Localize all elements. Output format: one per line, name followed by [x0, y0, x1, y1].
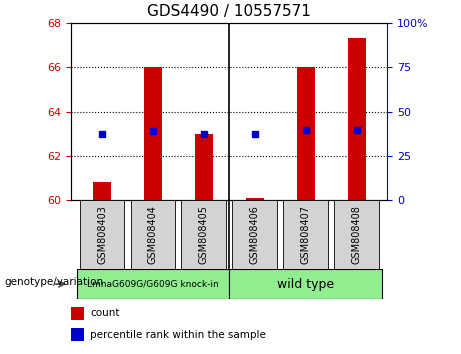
Text: genotype/variation: genotype/variation	[5, 277, 104, 287]
Bar	[195, 133, 213, 200]
Bar	[71, 307, 84, 320]
Bar	[93, 182, 111, 200]
Bar	[230, 269, 382, 299]
Bar	[284, 200, 328, 269]
Bar	[334, 200, 379, 269]
Bar	[182, 200, 226, 269]
Text: GSM808404: GSM808404	[148, 205, 158, 264]
Bar	[77, 269, 230, 299]
Text: GSM808403: GSM808403	[97, 205, 107, 264]
Bar	[80, 200, 124, 269]
Text: count: count	[90, 308, 120, 318]
Text: LmnaG609G/G609G knock-in: LmnaG609G/G609G knock-in	[87, 280, 219, 289]
Text: GSM808407: GSM808407	[301, 205, 311, 264]
Bar	[130, 200, 175, 269]
Text: GSM808408: GSM808408	[352, 205, 362, 264]
Bar	[297, 67, 315, 200]
Title: GDS4490 / 10557571: GDS4490 / 10557571	[148, 4, 311, 19]
Text: GSM808405: GSM808405	[199, 205, 209, 264]
Bar	[144, 67, 162, 200]
Text: GSM808406: GSM808406	[250, 205, 260, 264]
Text: percentile rank within the sample: percentile rank within the sample	[90, 330, 266, 339]
Bar	[71, 328, 84, 341]
Bar	[348, 39, 366, 200]
Text: wild type: wild type	[277, 278, 334, 291]
Bar	[232, 200, 277, 269]
Bar	[246, 198, 264, 200]
